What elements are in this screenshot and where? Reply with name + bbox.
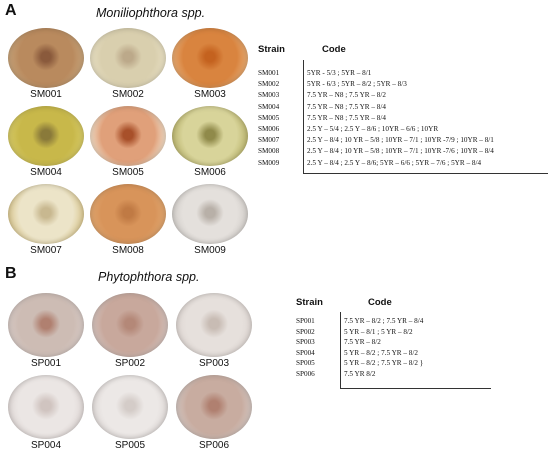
panel-b-header-code: Code [368, 297, 392, 308]
strain-cell: SM009 [258, 158, 280, 167]
plate-image [176, 375, 252, 439]
strain-cell: SP005 [296, 359, 315, 368]
code-cell: 5 YR – 8/2 ; 7.5 YR – 8/2 [344, 348, 418, 357]
panel-a-header-code: Code [322, 44, 346, 55]
code-cell: 7.5 YR 8/2 [344, 370, 376, 378]
strain-cell: SM002 [258, 80, 280, 89]
plate-image [92, 375, 168, 439]
culture-plate-sm007: SM007 [8, 184, 84, 256]
culture-plate-sp003: SP003 [176, 293, 252, 369]
plate-label: SM008 [112, 245, 144, 256]
culture-plate-sm001: SM001 [8, 28, 84, 100]
code-cell: 2.5 Y – 8/4 ; 10 YR – 5/8 ; 10YR – 7/1 ;… [307, 147, 494, 156]
culture-plate-sm005: SM005 [90, 106, 166, 178]
plate-label: SP006 [198, 440, 230, 451]
code-cell: 5YR - 6/3 ; 5YR – 8/2 ; 5YR – 8/3 [307, 80, 407, 89]
strain-cell: SP006 [296, 370, 315, 378]
plate-label: SP002 [114, 358, 146, 369]
culture-plate-sm006: SM006 [172, 106, 248, 178]
plate-image [172, 106, 248, 166]
strain-cell: SM001 [258, 69, 280, 77]
panel-b-header-strain: Strain [296, 297, 323, 308]
strain-cell: SM004 [258, 102, 280, 111]
culture-plate-sm002: SM002 [90, 28, 166, 100]
plate-label: SM007 [30, 245, 62, 256]
plate-label: SP003 [198, 358, 230, 369]
code-cell: 7.5 YR – N8 ; 7.5 YR – 8/4 [307, 113, 386, 122]
strain-cell: SP002 [296, 327, 315, 336]
plate-image [90, 28, 166, 88]
code-cell: 2.5 Y – 5/4 ; 2.5 Y – 8/6 ; 10YR – 6/6 ;… [307, 125, 439, 133]
plate-label: SP005 [114, 440, 146, 451]
plate-image [92, 293, 168, 357]
code-cell: 7.5 YR – 8/2 ; 7.5 YR – 8/4 [344, 317, 424, 325]
culture-plate-sm008: SM008 [90, 184, 166, 256]
culture-plate-sp006: SP006 [176, 375, 252, 451]
plate-label: SP001 [30, 358, 62, 369]
culture-plate-sp001: SP001 [8, 293, 84, 369]
plate-image [90, 184, 166, 244]
strain-cell: SM008 [258, 147, 280, 156]
strain-cell: SP004 [296, 348, 315, 357]
strain-cell: SM005 [258, 113, 280, 122]
plate-label: SM005 [112, 167, 144, 178]
culture-plate-sp004: SP004 [8, 375, 84, 451]
plate-image [8, 28, 84, 88]
strain-cell: SM003 [258, 91, 280, 100]
plate-image [8, 293, 84, 357]
culture-plate-sm009: SM009 [172, 184, 248, 256]
plate-label: SM009 [194, 245, 226, 256]
code-cell: 2.5 Y – 8/4 ; 2.5 Y – 8/6; 5YR – 6/6 ; 5… [307, 158, 482, 167]
culture-plate-sp002: SP002 [92, 293, 168, 369]
plate-image [90, 106, 166, 166]
plate-image [8, 184, 84, 244]
code-cell: 7.5 YR – N8 ; 7.5 YR – 8/4 [307, 102, 386, 111]
code-cell: 7.5 YR – 8/2 [344, 338, 381, 347]
code-cell: 5 YR – 8/1 ; 5 YR – 8/2 [344, 327, 413, 336]
culture-plate-sp005: SP005 [92, 375, 168, 451]
plate-label: SM002 [112, 89, 144, 100]
panel-a-code-box [303, 60, 548, 174]
panel-a-letter: A [5, 2, 17, 19]
panel-a-title: Moniliophthora spp. [96, 6, 206, 20]
code-cell: 5 YR – 8/2 ; 7.5 YR – 8/2 } [344, 359, 424, 368]
strain-cell: SM007 [258, 136, 280, 145]
strain-cell: SP001 [296, 317, 315, 325]
strain-cell: SP003 [296, 338, 315, 347]
plate-image [8, 106, 84, 166]
plate-label: SM004 [30, 167, 62, 178]
strain-cell: SM006 [258, 125, 280, 133]
panel-b-title: Phytophthora spp. [98, 270, 200, 284]
plate-image [172, 28, 248, 88]
plate-image [172, 184, 248, 244]
plate-label: SP004 [30, 440, 62, 451]
plate-label: SM003 [194, 89, 226, 100]
culture-plate-sm003: SM003 [172, 28, 248, 100]
plate-label: SM006 [194, 167, 226, 178]
panel-b-letter: B [5, 265, 17, 282]
culture-plate-sm004: SM004 [8, 106, 84, 178]
code-cell: 7.5 YR – N8 ; 7.5 YR – 8/2 [307, 91, 386, 100]
panel-b-code-box [340, 312, 491, 389]
panel-a-header-strain: Strain [258, 44, 285, 55]
code-cell: 2.5 Y – 8/4 ; 10 YR – 5/8 ; 10YR – 7/1 ;… [307, 136, 494, 145]
plate-image [8, 375, 84, 439]
plate-label: SM001 [30, 89, 62, 100]
code-cell: 5YR - 5/3 ; 5YR – 8/1 [307, 69, 372, 77]
plate-image [176, 293, 252, 357]
